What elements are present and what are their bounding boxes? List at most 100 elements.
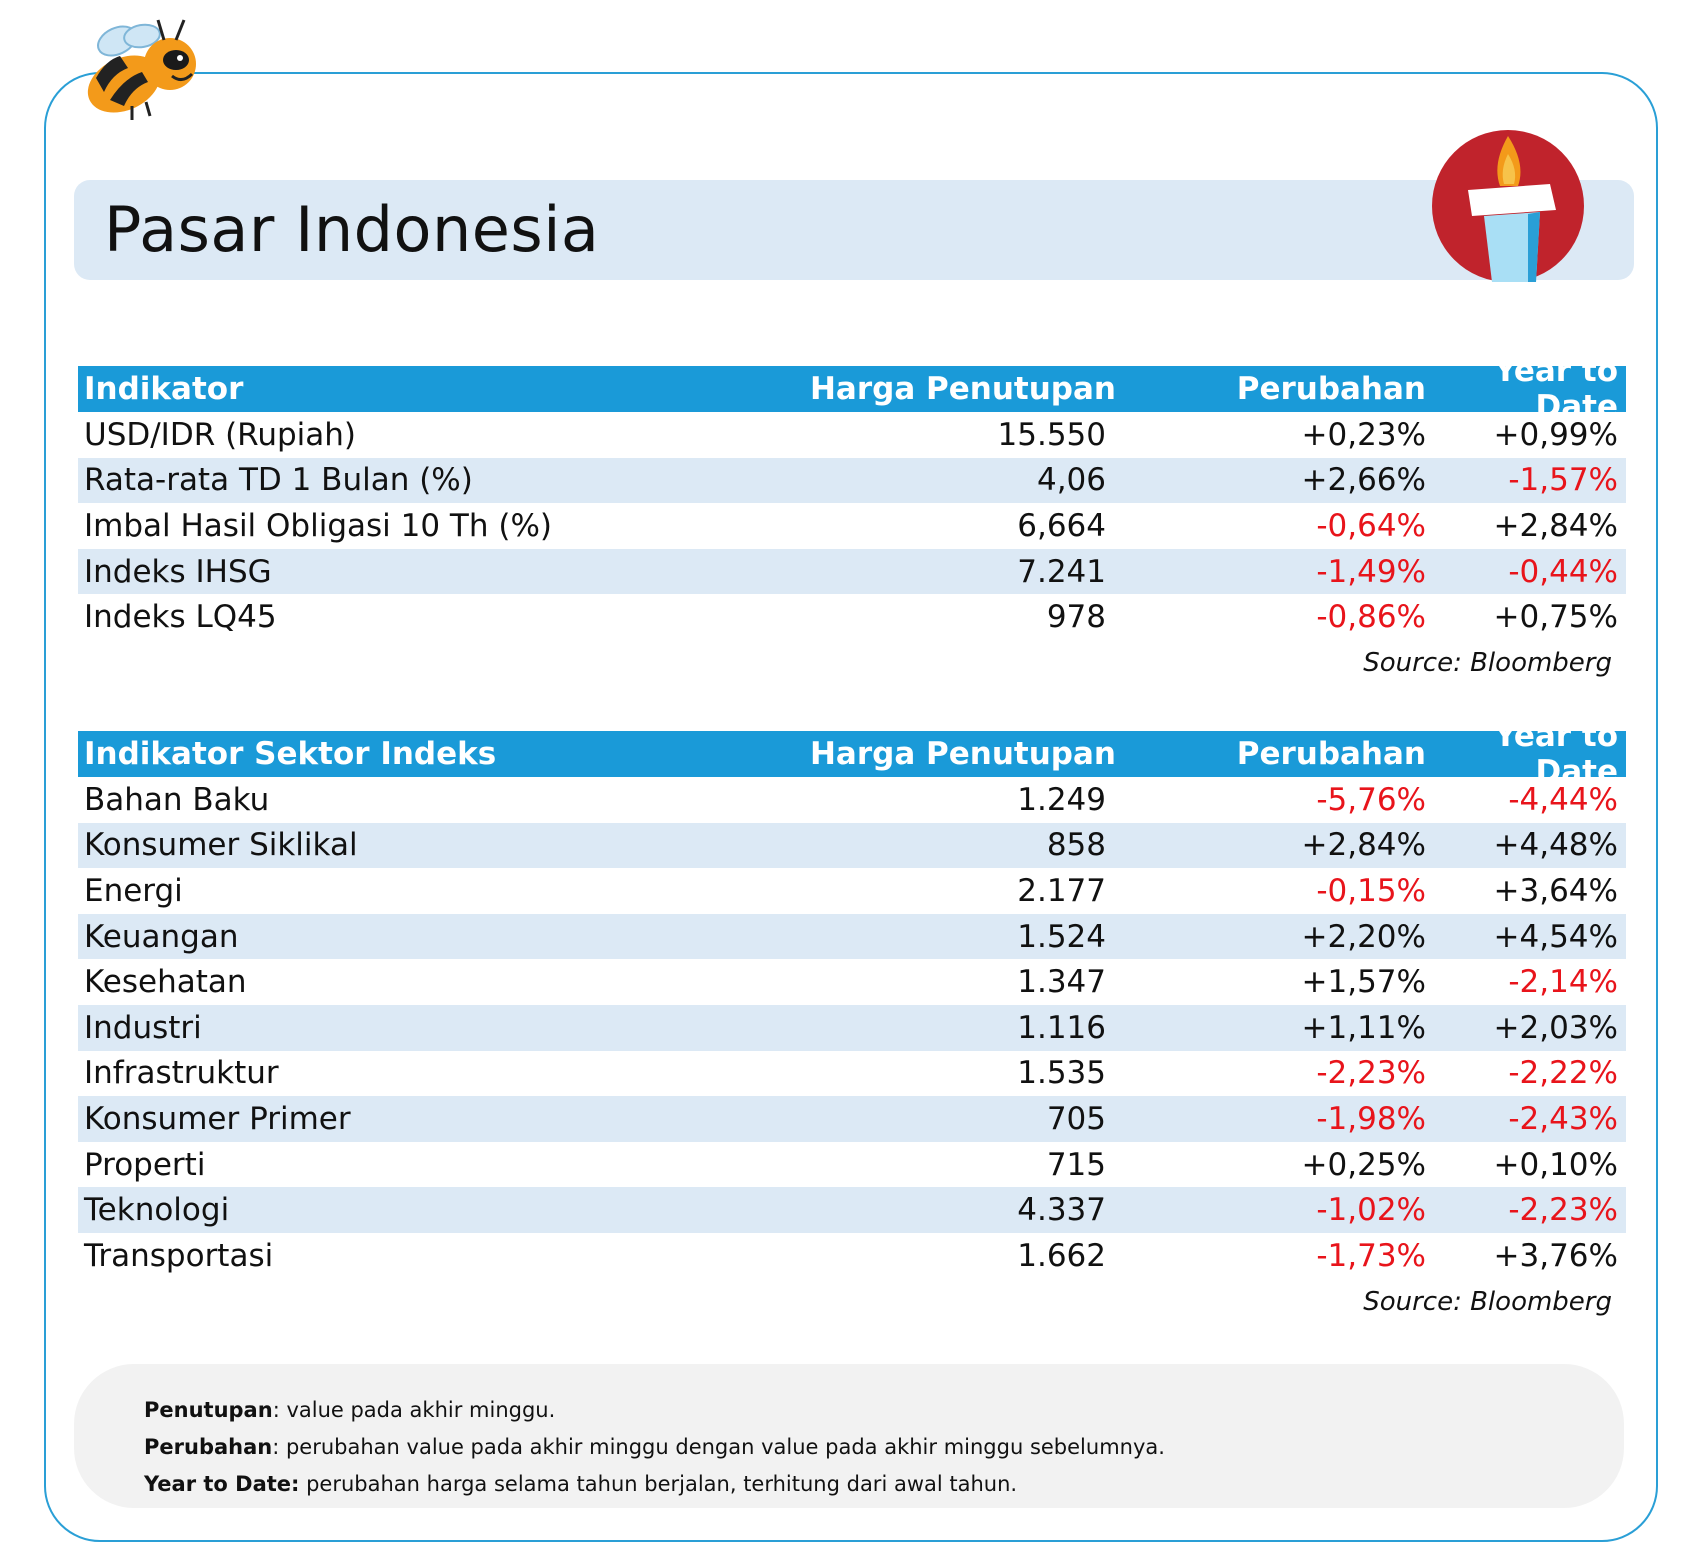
table-row: Properti 715 +0,25% +0,10% [78, 1142, 1626, 1188]
table-row: Indeks LQ45 978 -0,86% +0,75% [78, 594, 1626, 640]
cell-year-to-date: +3,64% [1493, 872, 1618, 909]
market-indicator-table: Indikator Harga Penutupan Perubahan Year… [78, 353, 1626, 686]
cell-year-to-date: +0,99% [1493, 416, 1618, 453]
table-header: Indikator Sektor Indeks Harga Penutupan … [78, 718, 1626, 790]
table-row: Teknologi 4.337 -1,02% -2,23% [78, 1187, 1626, 1233]
cell-indikator: Konsumer Primer [84, 1100, 351, 1137]
cell-harga-penutupan: 715 [1046, 1146, 1106, 1183]
cell-year-to-date: +3,76% [1493, 1237, 1618, 1274]
note-term: Year to Date: [144, 1472, 300, 1496]
table-row: Konsumer Siklikal 858 +2,84% +4,48% [78, 822, 1626, 869]
cell-harga-penutupan: 1.116 [1017, 1009, 1106, 1046]
table-row: Rata-rata TD 1 Bulan (%) 4,06 +2,66% -1,57% [78, 457, 1626, 504]
cell-harga-penutupan: 978 [1046, 599, 1106, 636]
cell-perubahan: -0,86% [1316, 599, 1426, 636]
page-title: Pasar Indonesia [104, 193, 600, 266]
cell-year-to-date: -2,22% [1508, 1055, 1618, 1092]
cell-indikator: Energi [84, 872, 183, 909]
cell-perubahan: -2,23% [1316, 1055, 1426, 1092]
cell-indikator: Transportasi [84, 1237, 274, 1274]
header-perubahan: Perubahan [1236, 371, 1426, 407]
cell-year-to-date: -1,57% [1508, 462, 1618, 499]
cell-indikator: USD/IDR (Rupiah) [84, 416, 357, 453]
bee-mascot-icon [87, 19, 196, 120]
note-text: : perubahan value pada akhir minggu deng… [272, 1435, 1165, 1459]
cell-indikator: Kesehatan [84, 964, 247, 1001]
cell-perubahan: -5,76% [1316, 781, 1426, 818]
table-row: Konsumer Primer 705 -1,98% -2,43% [78, 1096, 1626, 1142]
cell-year-to-date: -2,23% [1508, 1192, 1618, 1229]
cell-indikator: Properti [84, 1146, 206, 1183]
header-year-to-date: Year to Date [1494, 718, 1618, 790]
cell-harga-penutupan: 2.177 [1017, 872, 1106, 909]
header-perubahan: Perubahan [1236, 736, 1426, 772]
cell-harga-penutupan: 6,664 [1017, 507, 1106, 544]
cell-year-to-date: -2,14% [1508, 964, 1618, 1001]
table-row: Indeks IHSG 7.241 -1,49% -0,44% [78, 548, 1626, 595]
cell-perubahan: -1,49% [1316, 553, 1426, 590]
cell-harga-penutupan: 858 [1046, 827, 1106, 864]
cell-harga-penutupan: 1.535 [1017, 1055, 1106, 1092]
cell-year-to-date: +4,48% [1493, 827, 1618, 864]
header-harga-penutupan: Harga Penutupan [809, 736, 1116, 772]
cell-perubahan: +0,23% [1301, 416, 1426, 453]
note-line: Year to Date: perubahan harga selama tah… [144, 1466, 1624, 1503]
cell-year-to-date: +0,75% [1493, 599, 1618, 636]
cell-perubahan: +2,66% [1301, 462, 1426, 499]
cell-year-to-date: -0,44% [1508, 553, 1618, 590]
cell-harga-penutupan: 1.524 [1017, 918, 1106, 955]
table-row: Bahan Baku 1.249 -5,76% -4,44% [78, 777, 1626, 823]
cell-indikator: Industri [84, 1009, 202, 1046]
cell-indikator: Konsumer Siklikal [84, 827, 358, 864]
header-indikator-sektor: Indikator Sektor Indeks [84, 736, 497, 772]
cell-harga-penutupan: 1.662 [1017, 1237, 1106, 1274]
cell-indikator: Infrastruktur [84, 1055, 279, 1092]
cell-indikator: Rata-rata TD 1 Bulan (%) [84, 462, 473, 499]
note-term: Penutupan [144, 1398, 273, 1422]
table-row: Transportasi 1.662 -1,73% +3,76% [78, 1233, 1626, 1279]
cell-year-to-date: +2,84% [1493, 507, 1618, 544]
cell-perubahan: +2,20% [1301, 918, 1426, 955]
header-indikator: Indikator [84, 371, 244, 407]
cell-year-to-date: -4,44% [1508, 781, 1618, 818]
cell-year-to-date: -2,43% [1508, 1100, 1618, 1137]
cell-indikator: Imbal Hasil Obligasi 10 Th (%) [84, 507, 552, 544]
definitions-box: Penutupan: value pada akhir minggu. Peru… [74, 1364, 1624, 1508]
cell-perubahan: +1,11% [1301, 1009, 1426, 1046]
sector-index-table: Indikator Sektor Indeks Harga Penutupan … [78, 718, 1626, 1325]
monas-torch-icon [1432, 130, 1584, 282]
cell-indikator: Indeks IHSG [84, 553, 272, 590]
cell-year-to-date: +4,54% [1493, 918, 1618, 955]
source-note: Source: Bloomberg [1363, 1286, 1612, 1317]
table-row: Energi 2.177 -0,15% +3,64% [78, 868, 1626, 914]
cell-harga-penutupan: 1.249 [1017, 781, 1106, 818]
cell-indikator: Teknologi [84, 1192, 230, 1229]
cell-harga-penutupan: 15.550 [997, 416, 1106, 453]
header-year-to-date: Year to Date [1494, 353, 1618, 425]
note-text: perubahan harga selama tahun berjalan, t… [299, 1472, 1018, 1496]
cell-perubahan: -0,64% [1316, 507, 1426, 544]
cell-perubahan: -1,73% [1316, 1237, 1426, 1274]
cell-year-to-date: +0,10% [1493, 1146, 1618, 1183]
cell-perubahan: +2,84% [1301, 827, 1426, 864]
table-row: Keuangan 1.524 +2,20% +4,54% [78, 913, 1626, 960]
cell-indikator: Bahan Baku [84, 781, 270, 818]
card-frame [44, 72, 1658, 1542]
table-row: Industri 1.116 +1,11% +2,03% [78, 1004, 1626, 1051]
cell-perubahan: +1,57% [1301, 964, 1426, 1001]
cell-perubahan: -1,98% [1316, 1100, 1426, 1137]
note-term: Perubahan [144, 1435, 273, 1459]
title-bar [74, 180, 1634, 280]
cell-harga-penutupan: 7.241 [1017, 553, 1106, 590]
table-row: USD/IDR (Rupiah) 15.550 +0,23% +0,99% [78, 412, 1626, 458]
note-text: : value pada akhir minggu. [272, 1398, 556, 1422]
cell-perubahan: +0,25% [1301, 1146, 1426, 1183]
cell-indikator: Keuangan [84, 918, 239, 955]
table-row: Kesehatan 1.347 +1,57% -2,14% [78, 959, 1626, 1005]
cell-indikator: Indeks LQ45 [84, 599, 277, 636]
cell-year-to-date: +2,03% [1493, 1009, 1618, 1046]
source-note: Source: Bloomberg [1363, 647, 1612, 678]
note-line: Perubahan: perubahan value pada akhir mi… [144, 1429, 1624, 1466]
note-line: Penutupan: value pada akhir minggu. [144, 1392, 1624, 1429]
cell-perubahan: -0,15% [1316, 872, 1426, 909]
